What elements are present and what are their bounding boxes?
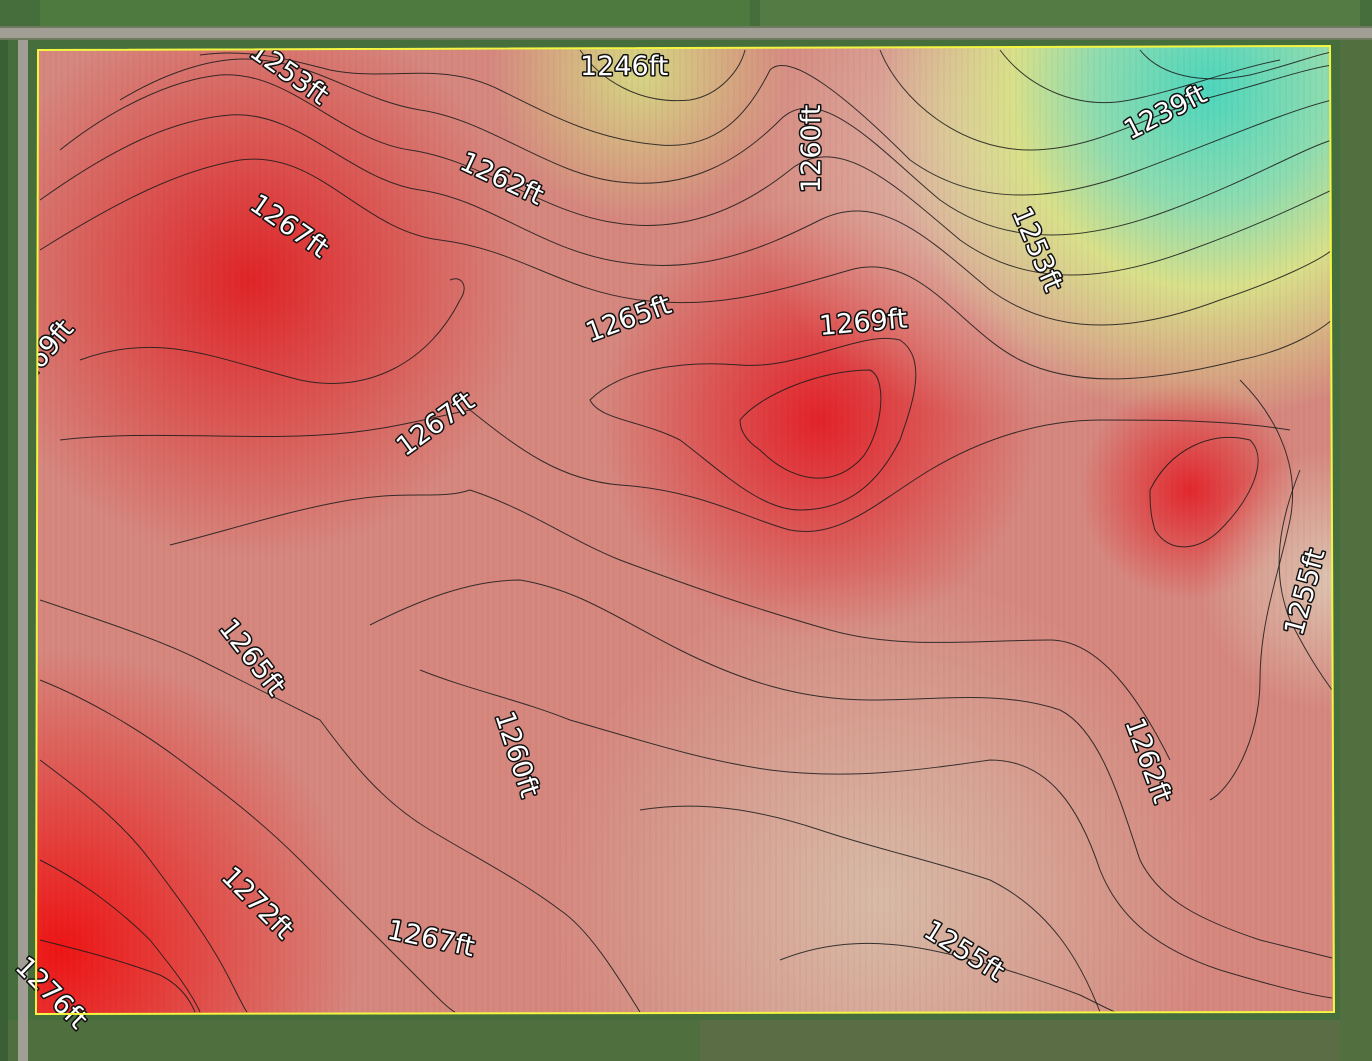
contour-line bbox=[39, 158, 1333, 380]
contour-line bbox=[59, 409, 1291, 532]
contour-label: 1246ft bbox=[580, 51, 668, 82]
contour-line bbox=[119, 58, 1333, 236]
contour-line bbox=[199, 52, 1333, 196]
contour-line bbox=[39, 114, 1333, 326]
contour-lines bbox=[39, 49, 1333, 1013]
contour-line bbox=[589, 337, 917, 511]
elevation-surface: 1253ft 1246ft 1260ft 1239ft 1262ft 1267f… bbox=[36, 46, 1334, 1014]
contour-line bbox=[1149, 436, 1259, 548]
contour-line bbox=[39, 939, 196, 1013]
contour-line bbox=[879, 49, 1333, 151]
contour-line bbox=[369, 579, 1333, 959]
contour-line bbox=[1209, 379, 1294, 801]
contour-line bbox=[1278, 469, 1333, 691]
contour-line bbox=[999, 49, 1281, 104]
contour-line bbox=[639, 805, 1101, 1013]
contour-line bbox=[739, 369, 882, 479]
contour-line bbox=[579, 49, 746, 102]
contour-label: 1260ft bbox=[796, 105, 827, 193]
road-horizontal bbox=[0, 28, 1372, 38]
contour-line bbox=[79, 278, 465, 384]
contour-line bbox=[39, 679, 456, 1013]
road-vertical bbox=[18, 28, 28, 1061]
contour-line bbox=[39, 599, 641, 1013]
roads bbox=[0, 26, 1372, 1061]
field-boundary bbox=[34, 44, 1336, 1016]
contour-line bbox=[419, 669, 1333, 999]
contour-line bbox=[59, 74, 1333, 276]
contour-line bbox=[1139, 49, 1333, 80]
contour-line bbox=[169, 489, 1171, 761]
contour-line bbox=[779, 942, 1116, 1013]
contour-line bbox=[39, 759, 248, 1013]
contour-line bbox=[39, 859, 201, 1013]
